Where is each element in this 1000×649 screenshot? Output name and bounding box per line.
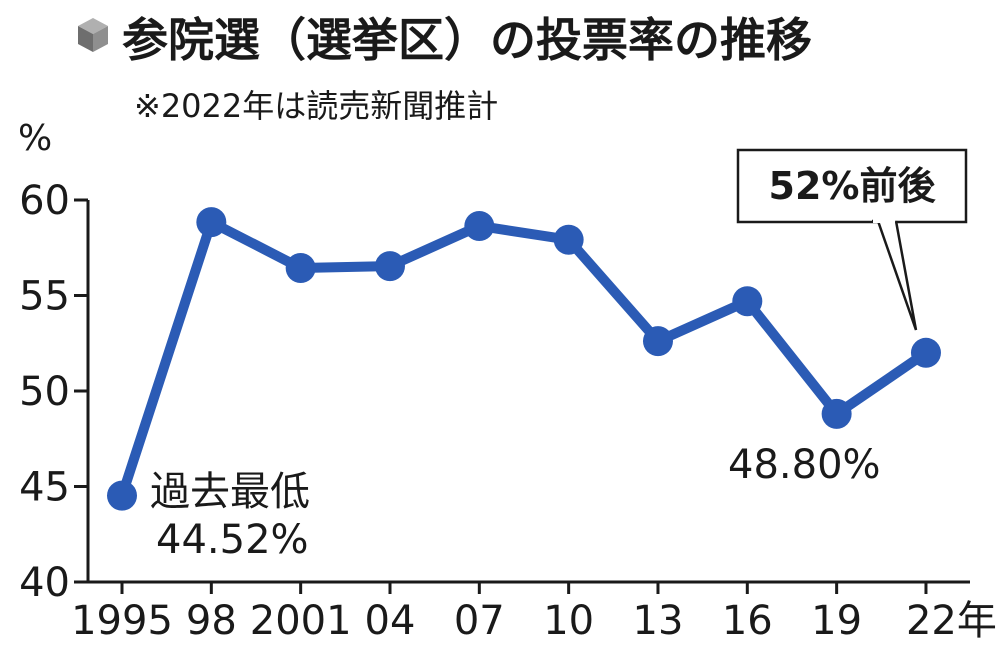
x-tick-label: 22年 [906,598,997,644]
data-point [196,207,227,238]
x-tick-label: 13 [633,598,684,644]
x-tick-label: 19 [811,598,862,644]
data-point [910,337,941,368]
data-point [732,286,763,317]
cube-icon [78,18,108,52]
x-tick-label: 10 [543,598,594,644]
x-tick-label: 1995 [71,598,173,644]
data-point [285,252,316,283]
x-tick-label: 16 [722,598,773,644]
r22-callout: 52%前後 [736,148,968,331]
x-tick-label: 2001 [250,598,352,644]
y-tick-label: 40 [19,560,70,606]
y-tick-label: 50 [19,369,70,415]
data-point [107,480,137,511]
x-tick-label: 04 [365,598,416,644]
callout-box [736,148,968,224]
y-axis-unit-label: % [18,118,52,159]
chart-title: 参院選（選挙区）の投票率の推移 [122,13,812,67]
min-annotation-value: 44.52% [156,517,309,563]
data-point [464,210,495,241]
x-tick-label: 07 [454,598,505,644]
callout-text: 52%前後 [769,164,937,208]
y-tick-label: 45 [19,465,70,511]
callout-pointer [872,219,918,331]
data-point [642,326,673,357]
chart-subtitle: ※2022年は読売新聞推計 [134,87,498,125]
x-tick-label: 98 [186,598,237,644]
data-point [374,251,405,282]
data-point [821,398,852,429]
series-line [117,217,931,501]
x-axis-ticks: 1995 98 2001 04 07 10 13 16 19 22年 [71,582,997,644]
data-point [553,224,584,255]
y-axis-ticks: 40 45 50 55 60 [19,178,88,606]
r19-value-label: 48.80% [728,442,881,488]
min-annotation-label: 過去最低 [150,469,310,515]
y-tick-label: 60 [19,178,70,224]
y-tick-label: 55 [19,274,70,320]
series-layer [107,207,941,511]
